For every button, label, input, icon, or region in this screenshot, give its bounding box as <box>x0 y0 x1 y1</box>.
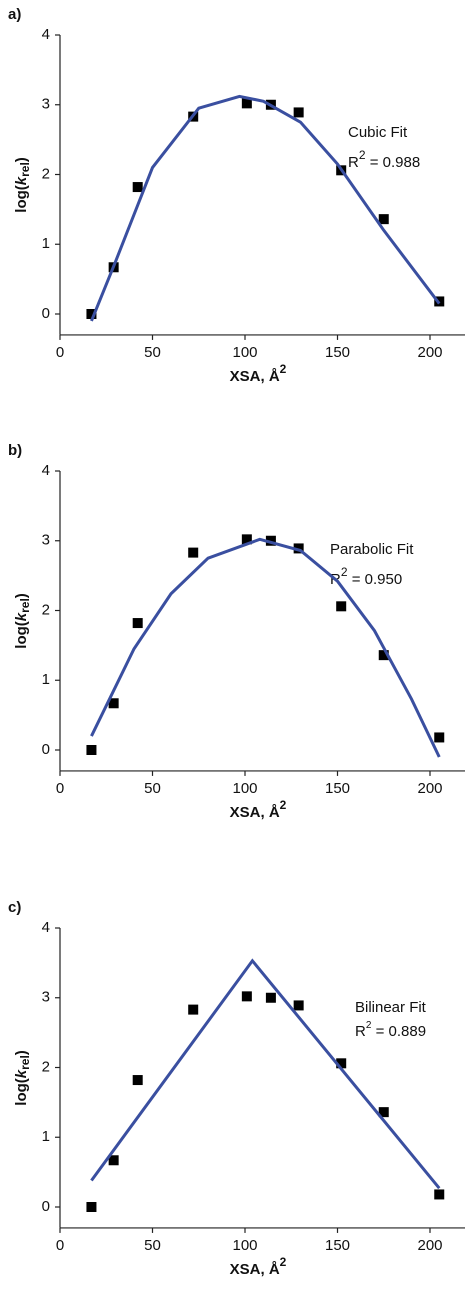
y-tick-label: 3 <box>42 532 50 549</box>
x-tick-label: 50 <box>144 1237 161 1254</box>
x-tick-label: 0 <box>56 1237 64 1254</box>
panel-label: a) <box>8 6 21 23</box>
x-tick-label: 150 <box>325 1237 350 1254</box>
data-point <box>241 98 252 109</box>
data-point <box>434 1189 445 1200</box>
x-tick-label: 100 <box>232 780 257 797</box>
panel-label: c) <box>8 899 21 916</box>
r-squared: R2 = 0.988 <box>348 148 420 171</box>
data-point <box>434 732 445 743</box>
data-point <box>378 650 389 661</box>
panel-label: b) <box>8 442 22 459</box>
data-point <box>108 698 119 709</box>
data-point <box>265 535 276 546</box>
y-tick-label: 0 <box>42 1198 50 1215</box>
data-point <box>378 214 389 225</box>
x-tick-label: 150 <box>325 780 350 797</box>
x-axis-label: XSA, Å2 <box>230 1255 287 1278</box>
x-tick-label: 50 <box>144 780 161 797</box>
data-point <box>336 601 347 612</box>
y-tick-label: 0 <box>42 741 50 758</box>
y-tick-label: 0 <box>42 305 50 322</box>
fit-name: Cubic Fit <box>348 124 408 141</box>
r-squared: R2 = 0.889 <box>355 1020 426 1040</box>
y-tick-label: 3 <box>42 989 50 1006</box>
fit-name: Bilinear Fit <box>355 999 427 1016</box>
data-point <box>188 1004 199 1015</box>
y-tick-label: 3 <box>42 96 50 113</box>
y-tick-label: 4 <box>42 919 50 936</box>
y-axis-label: log(krel) <box>13 593 32 649</box>
data-point <box>132 182 143 193</box>
y-tick-label: 2 <box>42 601 50 618</box>
y-axis-label: log(krel) <box>13 1050 32 1106</box>
y-tick-label: 1 <box>42 235 50 252</box>
x-tick-label: 50 <box>144 344 161 361</box>
data-point <box>293 543 304 554</box>
y-axis-label: log(krel) <box>13 157 32 213</box>
data-point <box>293 107 304 118</box>
data-point <box>132 1075 143 1086</box>
x-tick-label: 200 <box>417 1237 442 1254</box>
x-tick-label: 100 <box>232 344 257 361</box>
data-point <box>188 547 199 558</box>
data-point <box>293 1000 304 1011</box>
y-tick-label: 1 <box>42 1128 50 1145</box>
data-point <box>86 309 97 319</box>
x-tick-label: 200 <box>417 780 442 797</box>
data-point <box>241 991 252 1002</box>
data-point <box>86 1202 97 1212</box>
y-tick-label: 2 <box>42 1058 50 1075</box>
fit-line <box>90 958 441 1190</box>
data-point <box>336 1058 347 1069</box>
data-point <box>241 534 252 545</box>
y-tick-label: 1 <box>42 671 50 688</box>
x-tick-label: 0 <box>56 780 64 797</box>
data-point <box>378 1107 389 1118</box>
x-tick-label: 0 <box>56 344 64 361</box>
x-axis-label: XSA, Å2 <box>230 362 287 385</box>
fit-line <box>90 94 441 322</box>
data-point <box>132 618 143 629</box>
y-tick-label: 4 <box>42 26 50 43</box>
data-point <box>86 745 97 755</box>
data-point <box>265 992 276 1003</box>
y-tick-label: 4 <box>42 462 50 479</box>
x-tick-label: 150 <box>325 344 350 361</box>
fit-line <box>90 537 441 758</box>
x-tick-label: 200 <box>417 344 442 361</box>
data-point <box>108 1155 119 1166</box>
y-tick-label: 2 <box>42 165 50 182</box>
x-axis-label: XSA, Å2 <box>230 798 287 821</box>
fit-name: Parabolic Fit <box>330 541 414 558</box>
x-tick-label: 100 <box>232 1237 257 1254</box>
